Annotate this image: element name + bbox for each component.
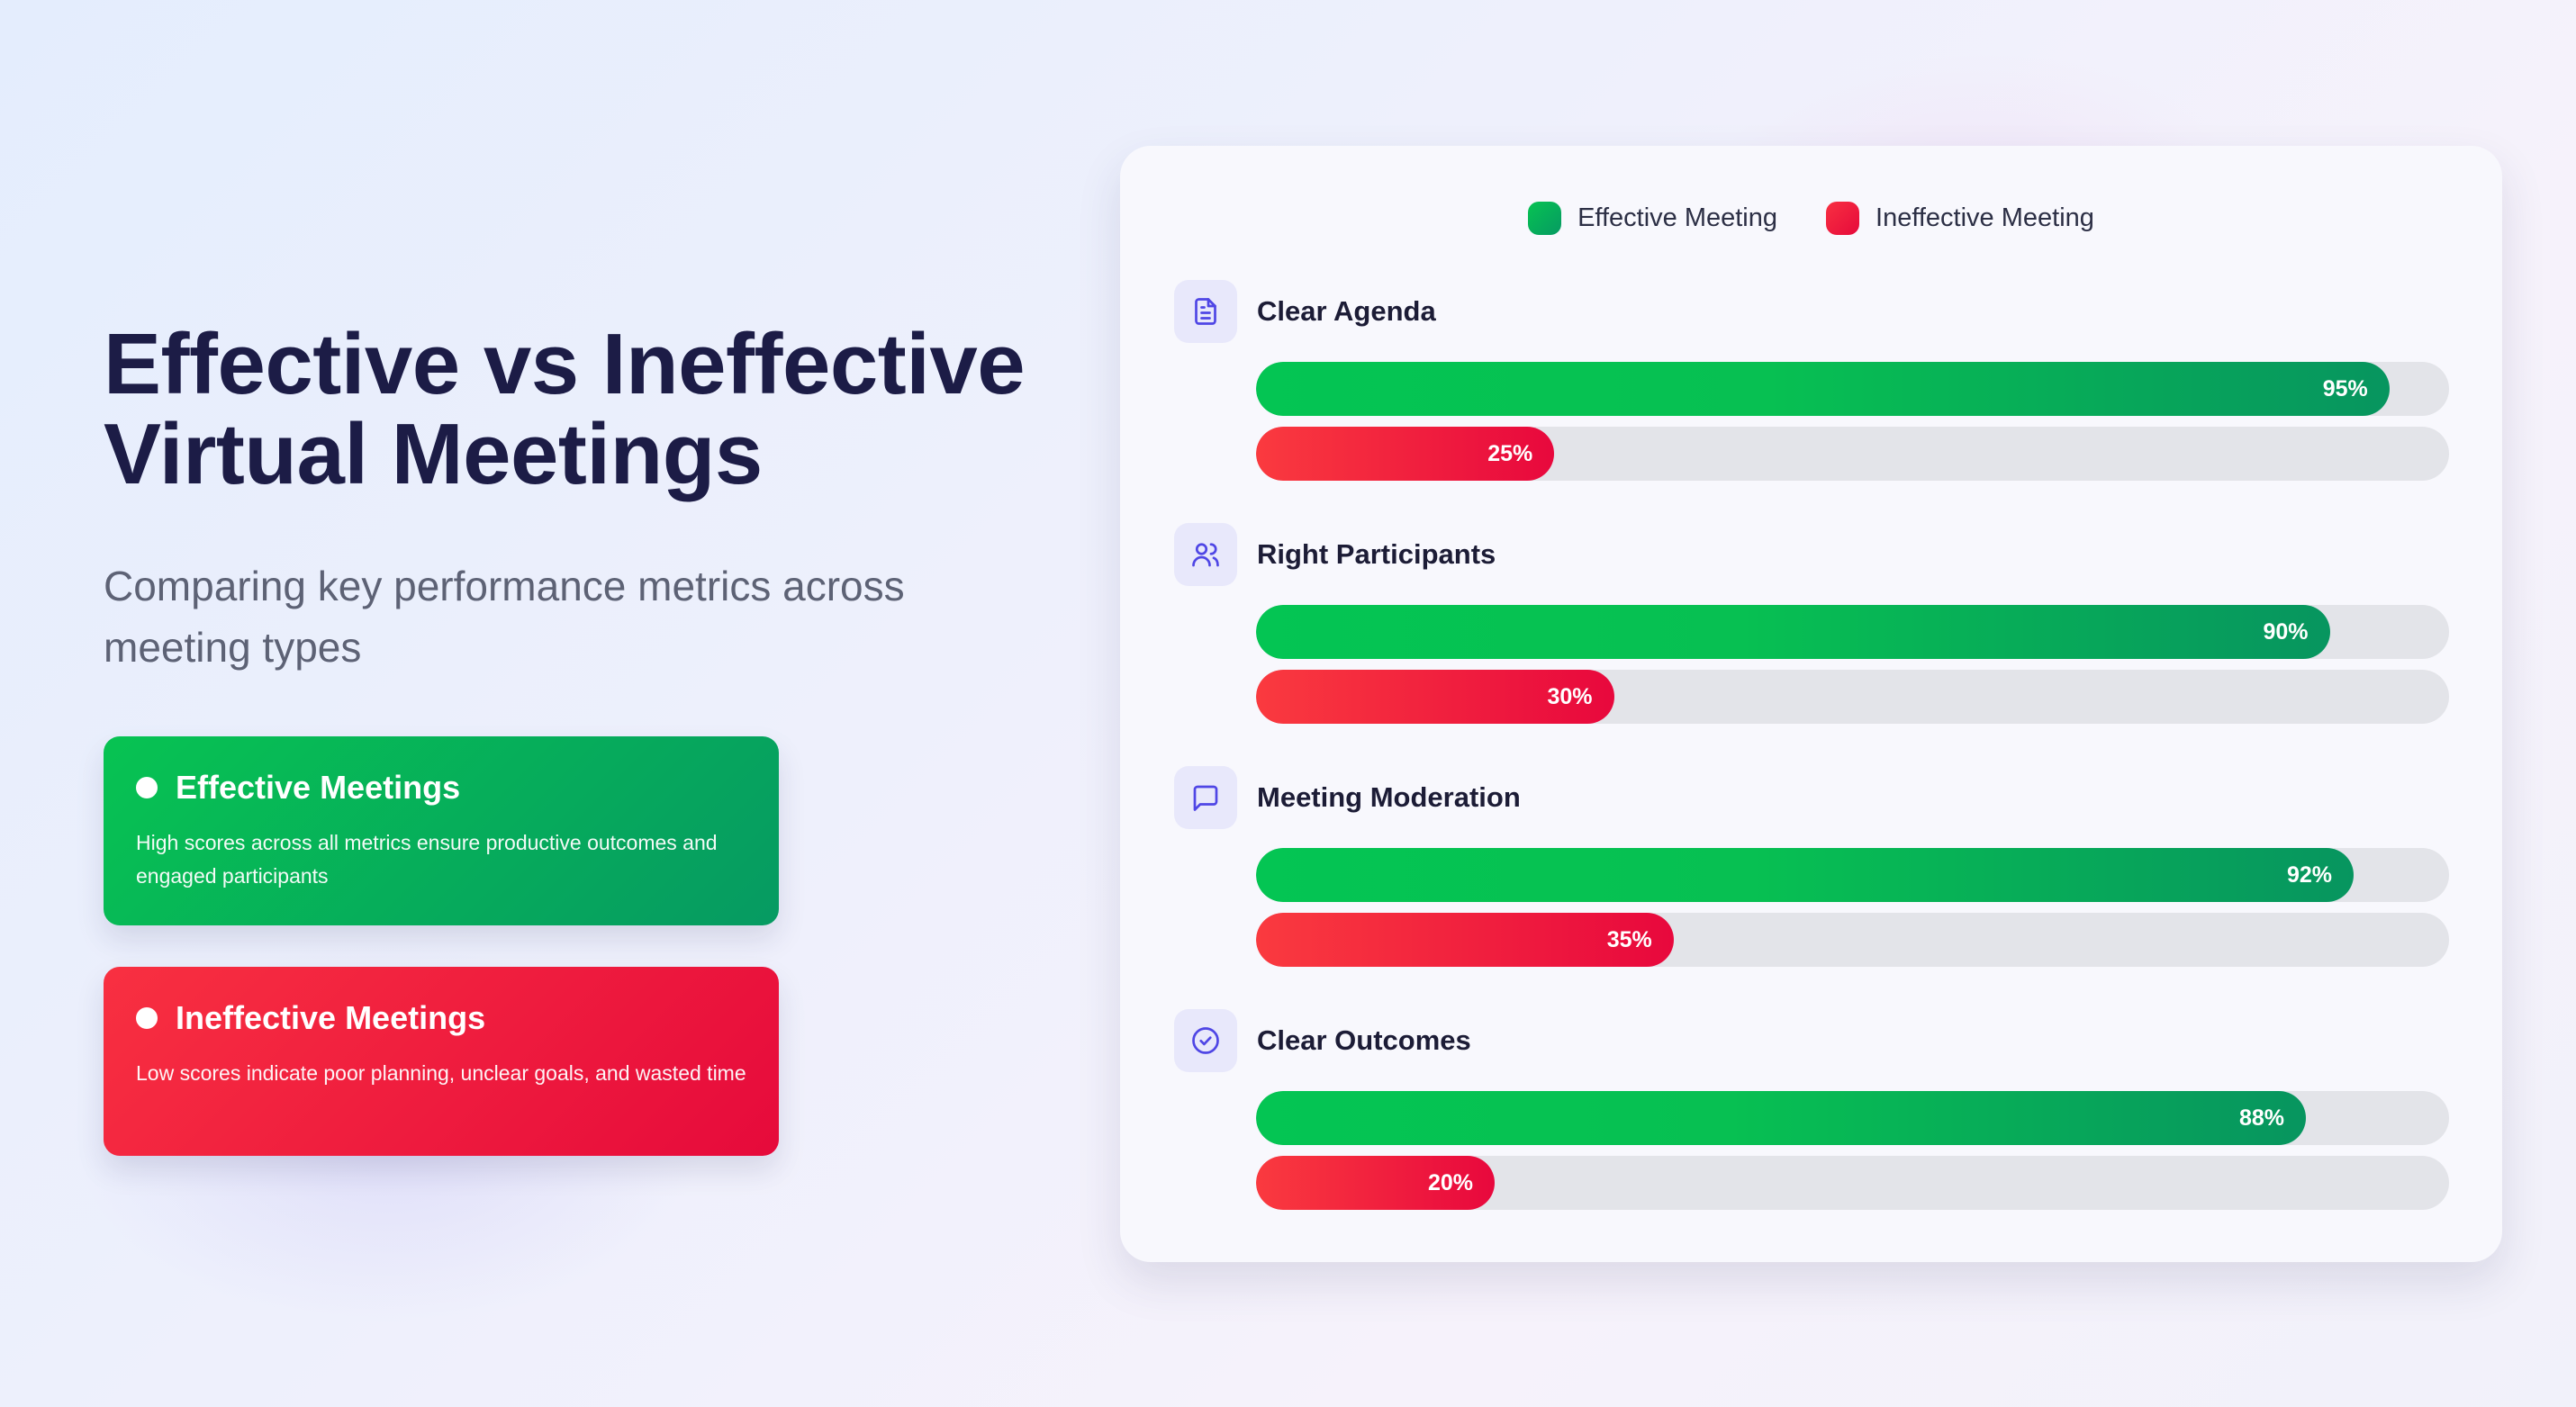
- bar-value-label: 25%: [1487, 440, 1533, 466]
- bar-track: 95%: [1256, 362, 2449, 416]
- bar-value-label: 92%: [2286, 861, 2332, 888]
- card-description: Low scores indicate poor planning, uncle…: [136, 1061, 746, 1085]
- metric-row: Clear Outcomes 88% 20%: [1174, 1008, 2449, 1215]
- document-icon: [1174, 280, 1237, 343]
- page-title: Effective vs Ineffective Virtual Meeting…: [104, 320, 1049, 500]
- bar-value-label: 95%: [2322, 375, 2368, 401]
- ineffective-meetings-card: Ineffective Meetings Low scores indicate…: [104, 967, 779, 1156]
- bar-track: 20%: [1256, 1156, 2449, 1210]
- bar-track: 35%: [1256, 913, 2449, 967]
- effective-meetings-card: Effective Meetings High scores across al…: [104, 736, 779, 925]
- bar-value-label: 90%: [2263, 618, 2309, 645]
- effective-bar: 88%: [1256, 1091, 2306, 1145]
- effective-bar: 90%: [1256, 605, 2330, 659]
- chart-legend: Effective Meeting Ineffective Meeting: [1120, 202, 2502, 235]
- card-title: Ineffective Meetings: [176, 999, 486, 1036]
- ineffective-bar: 30%: [1256, 670, 1614, 724]
- message-icon: [1174, 766, 1237, 829]
- legend-label: Ineffective Meeting: [1876, 203, 2094, 232]
- title-line-2: Virtual Meetings: [104, 406, 763, 502]
- bar-track: 92%: [1256, 848, 2449, 902]
- effective-bar: 95%: [1256, 362, 2390, 416]
- ineffective-bar: 25%: [1256, 427, 1555, 481]
- bar-value-label: 20%: [1427, 1169, 1473, 1195]
- chart-panel: Effective Meeting Ineffective Meeting Cl…: [1120, 146, 2502, 1262]
- ineffective-bar: 20%: [1256, 1156, 1495, 1210]
- category-label: Clear Outcomes: [1257, 1024, 1471, 1056]
- check-circle-icon: [1174, 1009, 1237, 1072]
- ineffective-bar: 35%: [1256, 913, 1674, 967]
- users-icon: [1174, 523, 1237, 586]
- legend-item-effective: Effective Meeting: [1528, 202, 1777, 235]
- metric-header: Clear Outcomes: [1174, 1008, 2448, 1073]
- page-subtitle: Comparing key performance metrics across…: [104, 563, 905, 671]
- legend-swatch-ineffective: [1826, 202, 1860, 235]
- category-label: Clear Agenda: [1257, 295, 1436, 327]
- card-header: Ineffective Meetings: [136, 999, 746, 1037]
- metric-header: Right Participants: [1174, 522, 2448, 587]
- bar-track: 30%: [1256, 670, 2449, 724]
- legend-swatch-effective: [1528, 202, 1562, 235]
- bar-track: 88%: [1256, 1091, 2449, 1145]
- metric-header: Meeting Moderation: [1174, 765, 2448, 830]
- legend-label: Effective Meeting: [1577, 203, 1778, 232]
- category-label: Meeting Moderation: [1257, 781, 1521, 813]
- category-label: Right Participants: [1257, 538, 1496, 570]
- bar-value-label: 30%: [1547, 683, 1593, 709]
- card-title: Effective Meetings: [176, 769, 461, 806]
- card-description: High scores across all metrics ensure pr…: [136, 831, 718, 888]
- card-header: Effective Meetings: [136, 769, 746, 807]
- intro-section: Effective vs Ineffective Virtual Meeting…: [104, 320, 1049, 678]
- legend-item-ineffective: Ineffective Meeting: [1826, 202, 2094, 235]
- bar-value-label: 35%: [1606, 926, 1652, 952]
- metric-row: Clear Agenda 95% 25%: [1174, 279, 2449, 486]
- title-line-1: Effective vs Ineffective: [104, 316, 1026, 412]
- bar-track: 90%: [1256, 605, 2449, 659]
- metric-row: Meeting Moderation 92% 35%: [1174, 765, 2449, 972]
- bullet-dot-icon: [136, 1007, 158, 1029]
- bullet-dot-icon: [136, 777, 158, 798]
- metric-header: Clear Agenda: [1174, 279, 2448, 344]
- bar-track: 25%: [1256, 427, 2449, 481]
- bar-value-label: 88%: [2238, 1105, 2284, 1131]
- effective-bar: 92%: [1256, 848, 2354, 902]
- metric-row: Right Participants 90% 30%: [1174, 522, 2449, 729]
